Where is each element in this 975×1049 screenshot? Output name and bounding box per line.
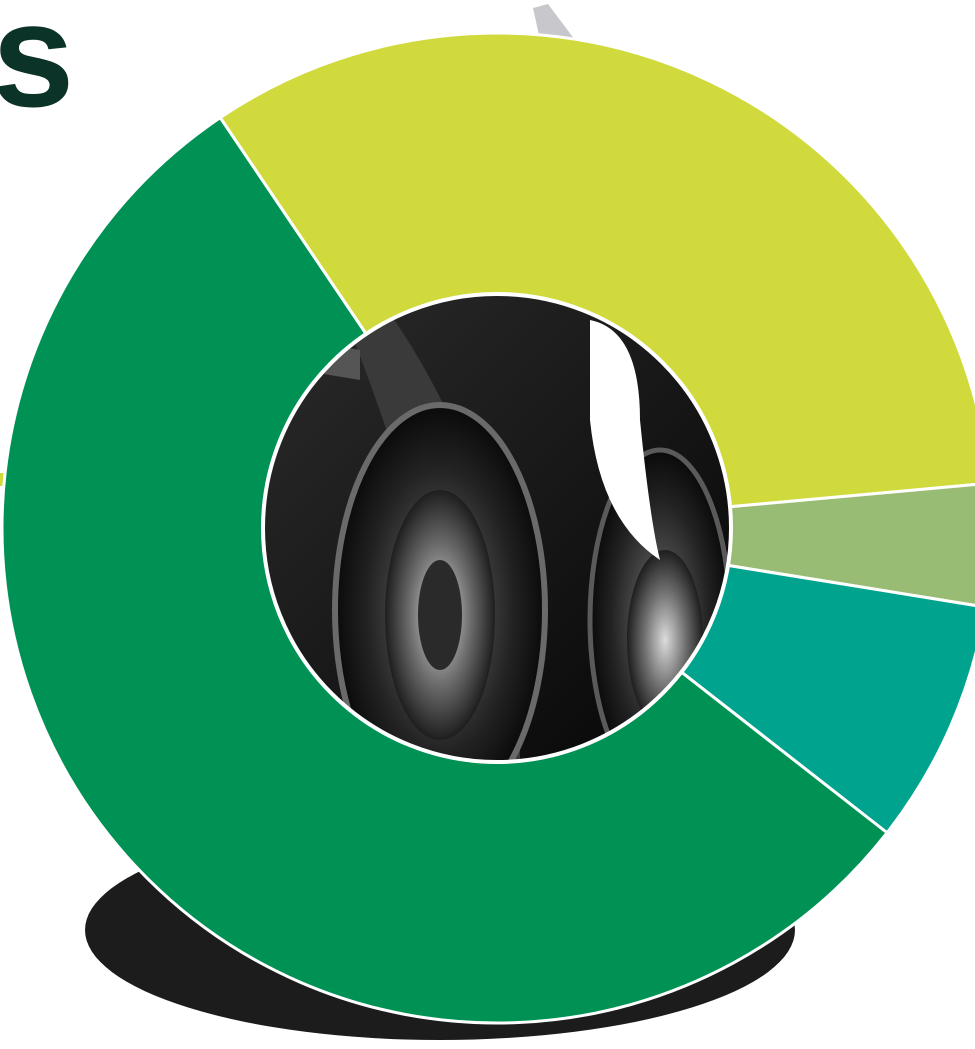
title-fragment: s — [0, 0, 74, 138]
truck-wheels-photo — [263, 294, 731, 762]
donut-slices — [0, 31, 975, 1025]
decorative-wedge — [533, 4, 575, 40]
center-photo-border — [261, 292, 733, 764]
